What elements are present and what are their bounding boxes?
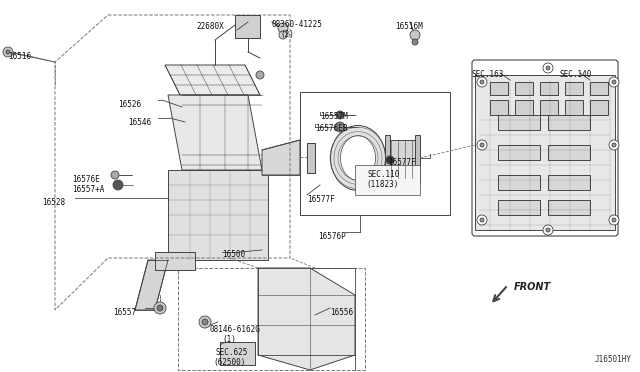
Text: (2): (2) — [280, 30, 294, 39]
Text: 16516: 16516 — [8, 52, 31, 61]
Text: 22680X: 22680X — [196, 22, 224, 31]
Circle shape — [543, 225, 553, 235]
Polygon shape — [498, 200, 540, 215]
Polygon shape — [168, 170, 268, 260]
Text: 16546: 16546 — [128, 118, 151, 127]
Text: (11823): (11823) — [366, 180, 398, 189]
Polygon shape — [168, 95, 262, 170]
Text: 16576E: 16576E — [72, 175, 100, 184]
Circle shape — [546, 66, 550, 70]
Bar — [178, 268, 365, 370]
Polygon shape — [548, 115, 590, 130]
Circle shape — [477, 140, 487, 150]
Polygon shape — [490, 82, 508, 95]
Ellipse shape — [330, 125, 385, 190]
Polygon shape — [235, 15, 260, 38]
Text: (62500): (62500) — [213, 358, 245, 367]
Circle shape — [412, 39, 418, 45]
Polygon shape — [307, 143, 315, 173]
Circle shape — [113, 180, 123, 190]
Polygon shape — [548, 175, 590, 190]
Polygon shape — [415, 135, 420, 183]
Circle shape — [111, 171, 119, 179]
Circle shape — [336, 111, 344, 119]
Text: (1): (1) — [222, 335, 236, 344]
Polygon shape — [515, 82, 533, 95]
Polygon shape — [262, 140, 300, 175]
Circle shape — [612, 80, 616, 84]
Circle shape — [256, 71, 264, 79]
Circle shape — [480, 143, 484, 147]
Text: SEC.625: SEC.625 — [215, 348, 248, 357]
Polygon shape — [490, 100, 508, 115]
Circle shape — [279, 31, 287, 39]
Text: 16500: 16500 — [222, 250, 245, 259]
Polygon shape — [220, 342, 255, 365]
Circle shape — [477, 215, 487, 225]
Polygon shape — [540, 100, 558, 115]
Circle shape — [278, 23, 288, 33]
Bar — [300, 92, 450, 215]
Polygon shape — [498, 175, 540, 190]
Ellipse shape — [340, 135, 376, 180]
Text: 16557M: 16557M — [320, 112, 348, 121]
Text: 16526: 16526 — [118, 100, 141, 109]
Text: 16516M: 16516M — [395, 22, 423, 31]
Polygon shape — [548, 200, 590, 215]
Polygon shape — [565, 82, 583, 95]
Circle shape — [199, 316, 211, 328]
Circle shape — [543, 63, 553, 73]
Circle shape — [546, 228, 550, 232]
Circle shape — [612, 143, 616, 147]
Circle shape — [480, 80, 484, 84]
Polygon shape — [258, 268, 355, 370]
Bar — [355, 165, 420, 195]
Text: 16557+A: 16557+A — [72, 185, 104, 194]
Text: 08146-6162G: 08146-6162G — [210, 325, 261, 334]
Text: 16577F: 16577F — [307, 195, 335, 204]
Circle shape — [480, 218, 484, 222]
Circle shape — [157, 305, 163, 311]
Circle shape — [477, 77, 487, 87]
Text: SEC.110: SEC.110 — [368, 170, 401, 179]
Circle shape — [202, 319, 208, 325]
Polygon shape — [385, 140, 420, 178]
Text: 16556: 16556 — [330, 308, 353, 317]
Polygon shape — [515, 100, 533, 115]
Text: 16528: 16528 — [42, 198, 65, 207]
Polygon shape — [590, 82, 608, 95]
Circle shape — [6, 50, 10, 54]
Polygon shape — [385, 135, 390, 183]
Polygon shape — [155, 252, 195, 270]
Polygon shape — [498, 145, 540, 160]
Text: FRONT: FRONT — [514, 282, 551, 292]
Text: J16501HY: J16501HY — [595, 355, 632, 364]
Circle shape — [386, 156, 394, 164]
Circle shape — [3, 47, 13, 57]
Text: SEC.163: SEC.163 — [472, 70, 504, 79]
Polygon shape — [565, 100, 583, 115]
Polygon shape — [548, 145, 590, 160]
Text: 16576EB: 16576EB — [315, 124, 348, 133]
Text: SEC.140: SEC.140 — [560, 70, 593, 79]
Text: 16577F: 16577F — [388, 158, 416, 167]
Circle shape — [335, 122, 345, 132]
Polygon shape — [135, 260, 168, 310]
Circle shape — [410, 30, 420, 40]
Polygon shape — [475, 75, 615, 230]
Text: 16557: 16557 — [113, 308, 136, 317]
Polygon shape — [590, 100, 608, 115]
Circle shape — [609, 215, 619, 225]
Polygon shape — [498, 115, 540, 130]
Circle shape — [609, 140, 619, 150]
Circle shape — [612, 218, 616, 222]
Text: 08360-41225: 08360-41225 — [272, 20, 323, 29]
Circle shape — [609, 77, 619, 87]
Text: 16576P: 16576P — [318, 232, 346, 241]
Polygon shape — [540, 82, 558, 95]
Circle shape — [154, 302, 166, 314]
Polygon shape — [165, 65, 260, 95]
